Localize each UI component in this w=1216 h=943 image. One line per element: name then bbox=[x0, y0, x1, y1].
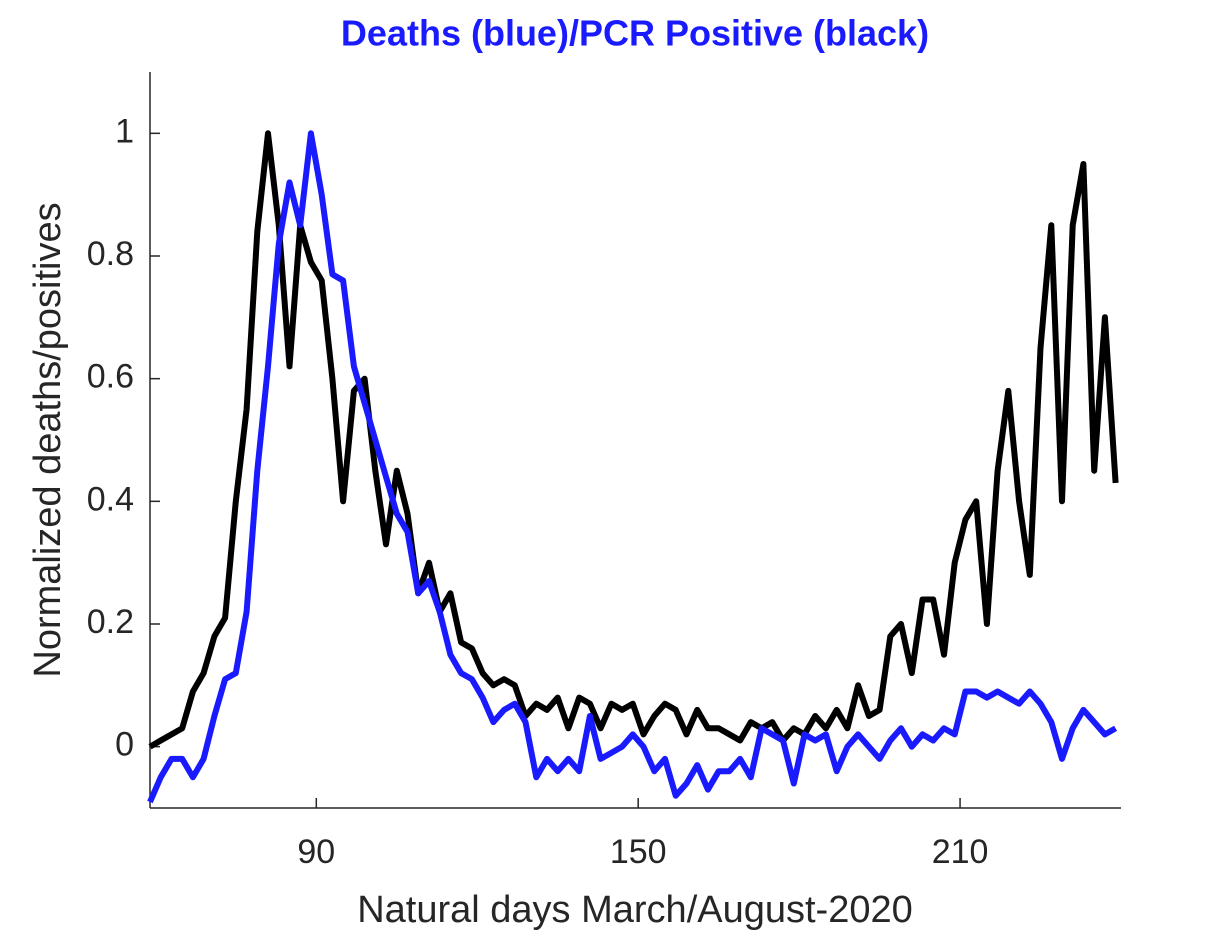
x-tick-label: 210 bbox=[932, 833, 989, 871]
y-tick-label: 1 bbox=[115, 112, 134, 150]
x-tick-label: 150 bbox=[610, 833, 667, 871]
y-tick-label: 0.4 bbox=[87, 480, 134, 518]
x-axis-label: Natural days March/August-2020 bbox=[357, 889, 913, 931]
x-tick-label: 90 bbox=[297, 833, 335, 871]
y-tick-label: 0.6 bbox=[87, 358, 134, 396]
series-line bbox=[148, 130, 1119, 750]
chart-title: Deaths (blue)/PCR Positive (black) bbox=[341, 13, 929, 54]
y-tick-label: 0.8 bbox=[87, 235, 134, 273]
y-tick-label: 0.2 bbox=[87, 603, 134, 641]
y-axis-label: Normalized deaths/positives bbox=[27, 202, 69, 677]
series-line bbox=[147, 130, 1118, 804]
y-tick-label: 0 bbox=[115, 726, 134, 764]
